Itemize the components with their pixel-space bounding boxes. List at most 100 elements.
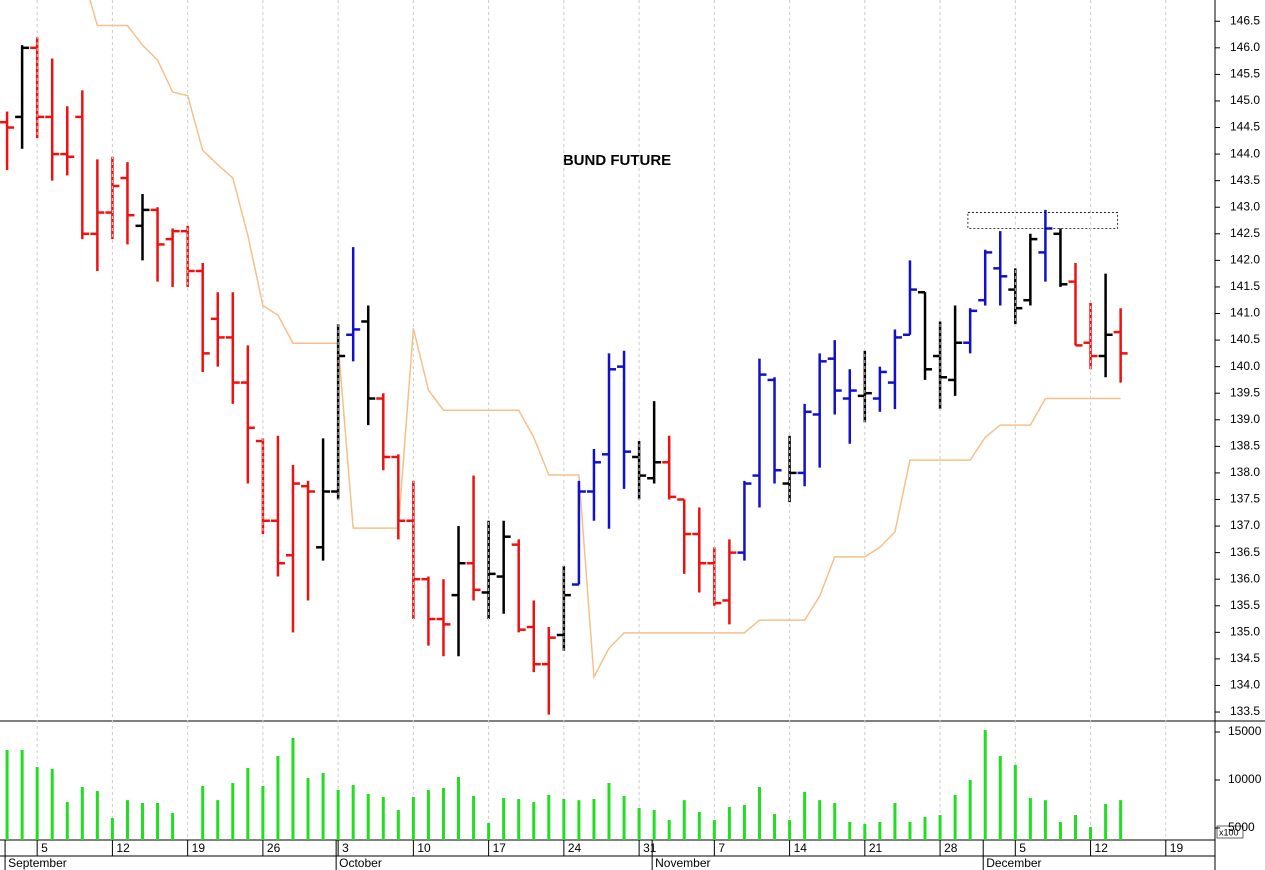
y-tick-label: 143.5 — [1230, 173, 1260, 187]
y-tick-label: 10000 — [1228, 772, 1262, 786]
volume-bar — [1013, 765, 1017, 840]
price-panel — [0, 0, 1128, 715]
y-tick-label: 134.0 — [1230, 678, 1260, 692]
volume-bar — [908, 821, 912, 840]
volume-bar — [156, 803, 160, 840]
x-tick-label: 12 — [116, 841, 130, 855]
y-tick-label: 144.5 — [1230, 120, 1260, 134]
volume-bar — [351, 784, 355, 840]
volume-bar — [637, 808, 641, 840]
y-tick-label: 135.0 — [1230, 624, 1260, 638]
month-label: November — [655, 856, 710, 870]
volume-bar — [1119, 800, 1123, 840]
volume-bar — [742, 804, 746, 840]
volume-bar — [532, 802, 536, 840]
volume-bar — [261, 785, 265, 840]
y-tick-label: 134.5 — [1230, 651, 1260, 665]
volume-bar — [502, 797, 506, 840]
y-tick-label: 138.0 — [1230, 465, 1260, 479]
y-tick-label: 140.0 — [1230, 359, 1260, 373]
y-tick-label: 146.5 — [1230, 13, 1260, 27]
volume-unit: x100 — [1219, 827, 1239, 837]
volume-bar — [712, 820, 716, 840]
x-tick-label: 3 — [342, 841, 349, 855]
x-tick-label: 10 — [417, 841, 431, 855]
x-tick-label: 19 — [1170, 841, 1184, 855]
volume-bar — [773, 813, 777, 840]
y-tick-label: 15000 — [1228, 724, 1262, 738]
y-tick-label: 5000 — [1228, 820, 1255, 834]
volume-bar — [878, 821, 882, 840]
volume-bar — [216, 800, 220, 840]
x-tick-label: 5 — [41, 841, 48, 855]
y-tick-label: 137.5 — [1230, 492, 1260, 506]
x-tick-label: 19 — [192, 841, 206, 855]
volume-bar — [20, 749, 24, 840]
volume-bar — [562, 799, 566, 840]
volume-bar — [487, 823, 491, 840]
volume-bar — [336, 789, 340, 840]
volume-bar — [968, 779, 972, 840]
y-tick-label: 145.5 — [1230, 67, 1260, 81]
volume-bar — [441, 787, 445, 840]
volume-bar — [833, 803, 837, 840]
volume-bar — [141, 803, 145, 840]
volume-bar — [95, 791, 99, 840]
volume-bar — [788, 820, 792, 840]
y-tick-label: 137.0 — [1230, 518, 1260, 532]
volume-bar — [697, 811, 701, 840]
volume-bar — [923, 816, 927, 840]
volume-bar — [50, 768, 54, 840]
x-tick-label: 28 — [944, 841, 958, 855]
y-tick-label: 142.5 — [1230, 226, 1260, 240]
volume-bar — [65, 802, 69, 840]
volume-bar — [848, 821, 852, 840]
volume-bar — [231, 782, 235, 840]
volume-bar — [1043, 800, 1047, 840]
y-tick-label: 133.5 — [1230, 704, 1260, 718]
volume-bar — [35, 767, 39, 840]
volume-bar — [171, 813, 175, 840]
volume-bar — [1104, 803, 1108, 840]
volume-bar — [396, 809, 400, 840]
y-tick-label: 142.0 — [1230, 253, 1260, 267]
volume-bar — [472, 796, 476, 840]
highlight-box — [967, 212, 1119, 229]
x-tick-label: 5 — [1019, 841, 1026, 855]
volume-bar — [125, 800, 129, 840]
volume-bar — [592, 799, 596, 840]
volume-bar — [893, 803, 897, 840]
volume-bar — [517, 799, 521, 840]
y-tick-label: 139.5 — [1230, 385, 1260, 399]
unit-box — [1216, 825, 1244, 839]
y-tick-label: 139.0 — [1230, 412, 1260, 426]
volume-bar — [547, 794, 551, 840]
x-tick-label: 17 — [493, 841, 507, 855]
volume-bar — [411, 796, 415, 840]
volume-bar — [667, 820, 671, 840]
volume-bar — [953, 794, 957, 840]
chart-title: BUND FUTURE — [563, 152, 671, 169]
y-tick-label: 143.0 — [1230, 199, 1260, 213]
month-label: December — [986, 856, 1041, 870]
y-tick-label: 136.5 — [1230, 545, 1260, 559]
y-tick-label: 138.5 — [1230, 439, 1260, 453]
volume-bar — [818, 800, 822, 840]
volume-bar — [276, 755, 280, 840]
y-tick-label: 135.5 — [1230, 598, 1260, 612]
volume-bar — [803, 791, 807, 840]
month-label: October — [339, 856, 382, 870]
volume-bar — [321, 772, 325, 840]
x-tick-label: 31 — [643, 841, 657, 855]
volume-bar — [246, 767, 250, 840]
x-tick-label: 14 — [794, 841, 808, 855]
volume-bar — [366, 794, 370, 840]
volume-bar — [5, 749, 9, 840]
y-tick-label: 144.0 — [1230, 146, 1260, 160]
y-tick-label: 146.0 — [1230, 40, 1260, 54]
volume-bar — [1074, 815, 1078, 840]
volume-bar — [757, 787, 761, 840]
y-tick-label: 140.5 — [1230, 332, 1260, 346]
